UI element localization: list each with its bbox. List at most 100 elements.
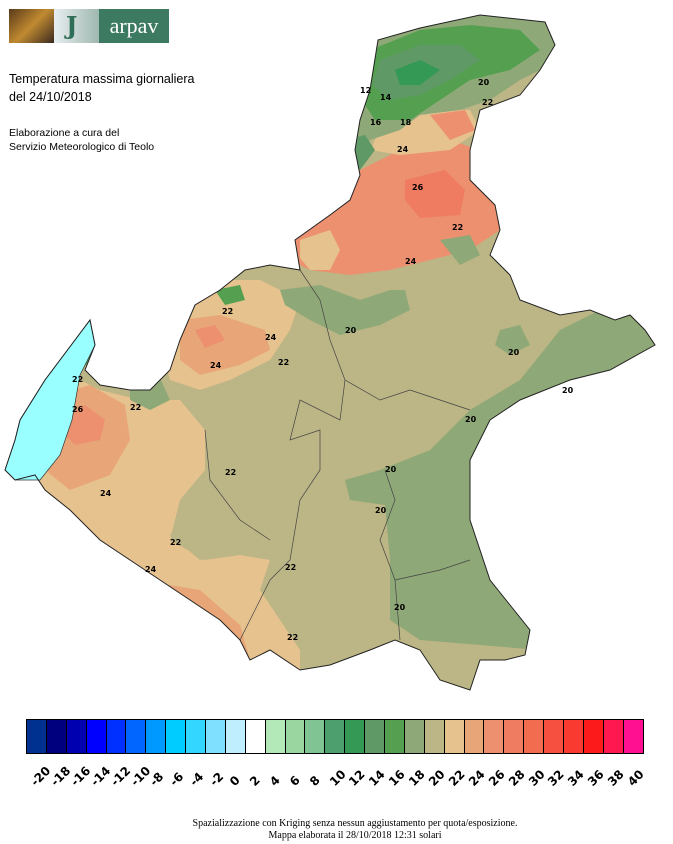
title-line-2: del 24/10/2018	[9, 90, 92, 104]
contour-label: 22	[287, 633, 298, 642]
zone-18-20-prealps	[280, 285, 410, 335]
lion-emblem-icon	[9, 9, 54, 43]
legend-label: 14	[366, 767, 389, 789]
title-line-1: Temperatura massima giornaliera	[9, 72, 195, 86]
contour-label: 26	[412, 183, 424, 192]
contour-label: 26	[72, 405, 84, 414]
contour-label: 20	[508, 348, 520, 357]
zone-22-24-valley	[300, 230, 340, 270]
contour-label: 24	[397, 145, 409, 154]
legend-label: 26	[485, 767, 508, 789]
legend-label: 4	[266, 773, 283, 789]
footer: Spazializzazione con Kriging senza nessu…	[0, 818, 673, 842]
legend-label: -2	[207, 769, 227, 789]
contour-label: 20	[394, 603, 406, 612]
legend-swatch	[623, 720, 643, 753]
legend-label: 2	[246, 773, 263, 789]
contour-label: 24	[210, 361, 222, 370]
legend-swatch	[345, 720, 366, 753]
contour-label: 22	[222, 307, 233, 316]
legend-swatch	[305, 720, 326, 753]
legend-swatch	[186, 720, 207, 753]
legend-label: 0	[227, 773, 243, 789]
legend-label: 28	[505, 767, 528, 789]
legend-label: 6	[286, 773, 303, 789]
contour-label: 22	[285, 563, 296, 572]
legend-swatch	[365, 720, 386, 753]
legend-swatch	[444, 720, 465, 753]
legend-swatch	[245, 720, 266, 753]
contour-label: 22	[482, 98, 493, 107]
footer-timestamp: Mappa elaborata il 28/10/2018 12:31 sola…	[268, 830, 442, 841]
legend-label: 20	[426, 767, 448, 789]
contour-label: 20	[375, 506, 387, 515]
legend-swatch	[27, 720, 47, 753]
legend-swatch	[166, 720, 187, 753]
contour-labels: 12 14 16 18 20 22 24 26 22 24 20 20 20 2…	[72, 78, 574, 642]
contour-label: 22	[452, 223, 463, 232]
province-boundaries	[204, 269, 471, 641]
contour-label: 22	[170, 538, 181, 547]
legend-swatch	[46, 720, 67, 753]
credit-line-1: Elaborazione a cura del	[9, 127, 120, 139]
contour-label: 16	[370, 118, 382, 127]
contour-label: 20	[478, 78, 490, 87]
zone-18-20-spot	[495, 325, 530, 355]
contour-label: 24	[100, 489, 112, 498]
legend-swatch	[385, 720, 405, 753]
legend-swatch	[86, 720, 107, 753]
legend-swatch	[603, 720, 624, 753]
legend-label: 38	[605, 767, 627, 789]
logo-wordmark: arpav	[99, 9, 169, 43]
legend-label: 22	[445, 767, 468, 789]
legend-swatch	[583, 720, 604, 753]
zone-26-north	[430, 110, 475, 140]
legend-swatch	[564, 720, 584, 753]
temperature-map: 12 14 16 18 20 22 24 26 22 24 20 20 20 2…	[4, 14, 656, 691]
contour-label: 22	[130, 403, 141, 412]
zone-16-spot2	[215, 285, 245, 305]
contour-label: 20	[385, 465, 397, 474]
legend-swatch	[126, 720, 147, 753]
contour-label: 22	[72, 375, 83, 384]
legend-swatch	[106, 720, 127, 753]
legend-label: 8	[306, 773, 323, 789]
legend-swatch	[524, 720, 545, 753]
contour-label: 12	[360, 86, 371, 95]
zone-26-28-spot2	[195, 325, 225, 348]
legend-swatch	[504, 720, 525, 753]
legend-swatch	[285, 720, 306, 753]
legend-swatch	[404, 720, 425, 753]
contour-label: 24	[405, 257, 417, 266]
legend-label: 30	[525, 767, 548, 789]
contour-label: 20	[465, 415, 477, 424]
map-title: Temperatura massima giornaliera del 24/1…	[9, 70, 195, 106]
legend-swatch	[484, 720, 505, 753]
contour-label: 22	[225, 468, 236, 477]
legend-swatch	[206, 720, 226, 753]
zone-18-20-spot2	[440, 235, 480, 265]
legend-swatch	[544, 720, 565, 753]
legend-swatch	[464, 720, 485, 753]
legend-label: 24	[465, 767, 488, 789]
legend-label: 10	[326, 767, 349, 789]
contour-label: 18	[400, 118, 412, 127]
credit-line-2: Servizio Meteorologico di Teolo	[9, 141, 155, 153]
arpav-symbol-icon: J	[54, 9, 99, 43]
legend-swatch	[225, 720, 246, 753]
zone-12-14-dolomites	[395, 60, 440, 85]
legend-swatch	[265, 720, 286, 753]
legend-label: 12	[346, 767, 369, 789]
legend-label: 34	[565, 767, 588, 789]
contour-label: 24	[265, 333, 277, 342]
legend-label: 32	[545, 767, 568, 789]
zone-20-22-sw	[170, 500, 260, 560]
legend-label: -6	[167, 769, 187, 789]
contour-label: 20	[345, 326, 357, 335]
legend-label: -4	[187, 769, 207, 789]
legend-swatch	[325, 720, 346, 753]
footer-method: Spazializzazione con Kriging senza nessu…	[192, 818, 518, 829]
contour-label: 14	[380, 93, 392, 102]
contour-label: 24	[145, 565, 157, 574]
contour-label: 22	[278, 358, 289, 367]
